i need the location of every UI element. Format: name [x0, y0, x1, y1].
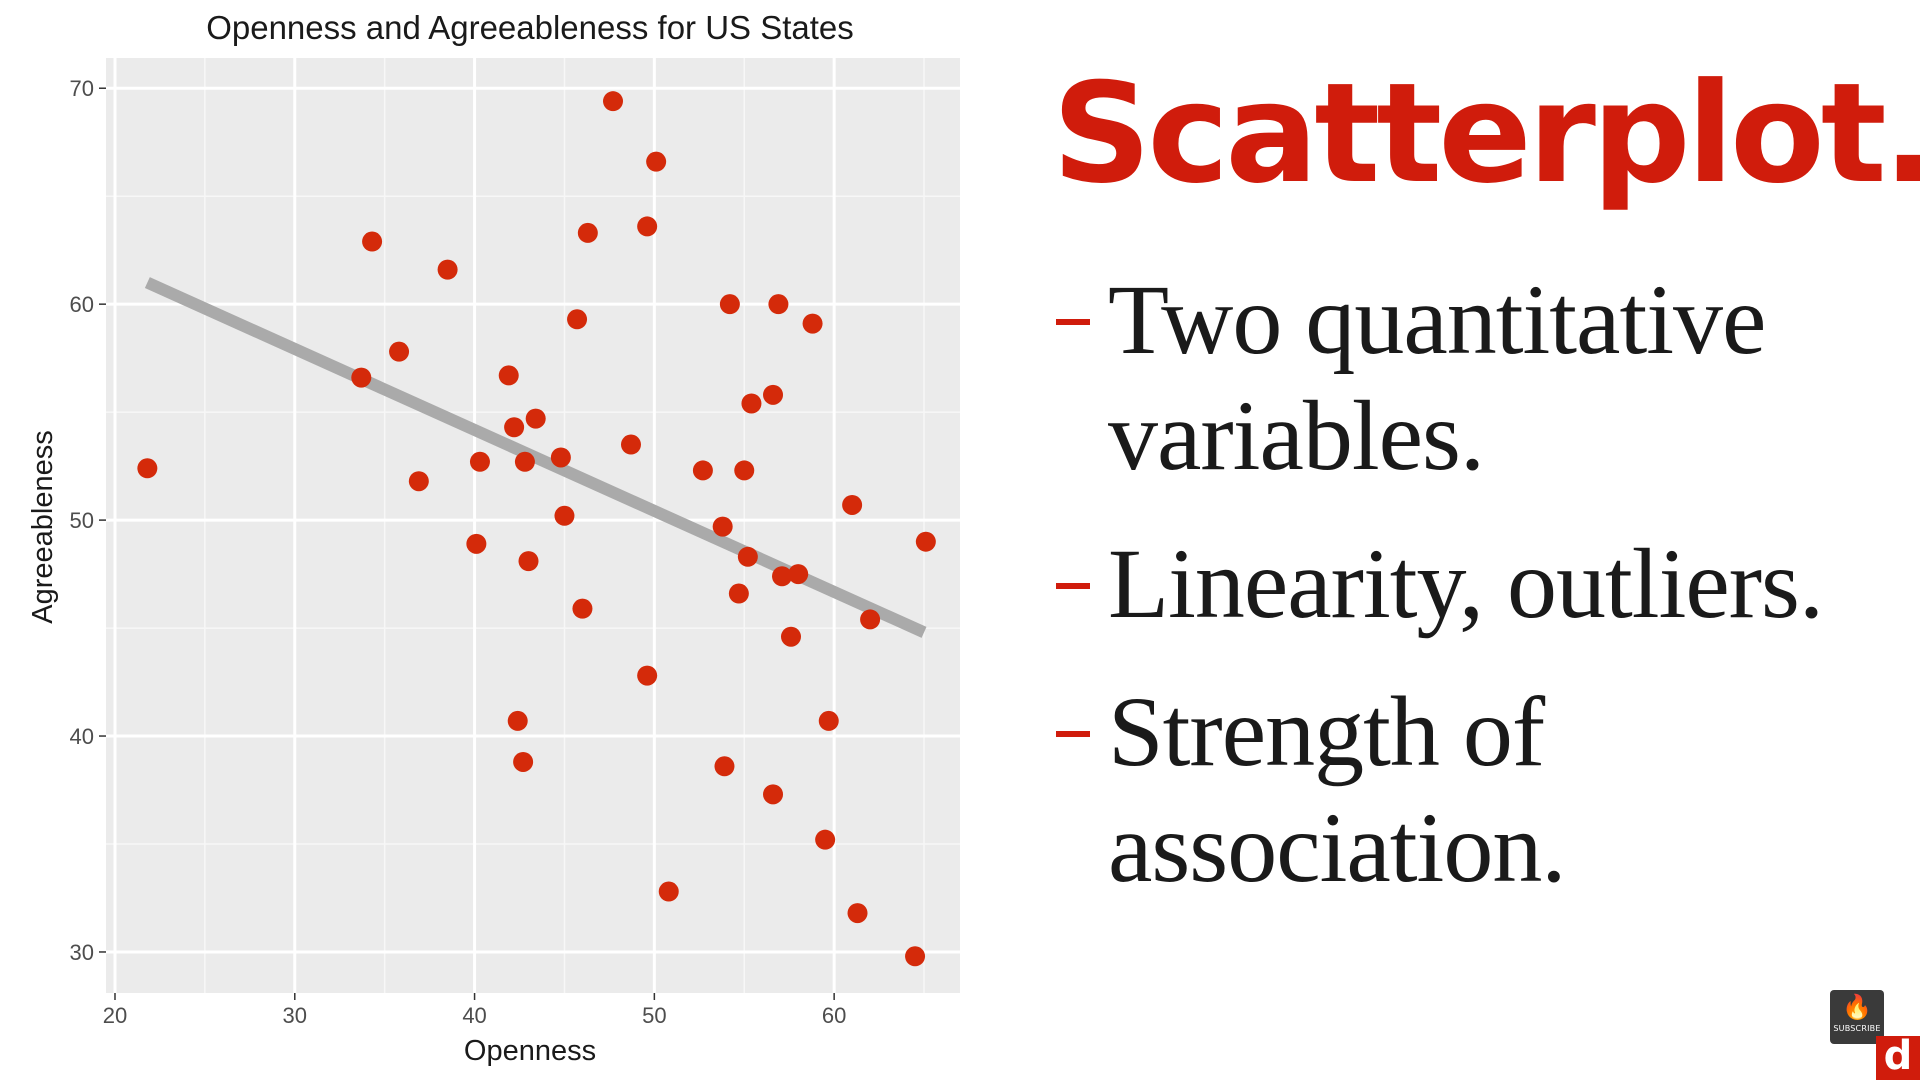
data-point — [658, 881, 679, 902]
data-point — [389, 341, 410, 362]
y-tick-label: 70 — [70, 76, 94, 101]
data-point — [603, 91, 624, 112]
minor-gridlines — [106, 58, 960, 993]
subscribe-button[interactable]: 🔥 SUBSCRIBE — [1830, 990, 1884, 1044]
data-point — [815, 829, 836, 850]
bullet-list: Two quantitative variables. Linearity, o… — [1052, 262, 1912, 906]
y-tick-label: 60 — [70, 292, 94, 317]
data-point — [818, 710, 839, 731]
dash-icon — [1056, 319, 1090, 325]
x-tick-label: 50 — [642, 1003, 666, 1028]
data-point — [915, 531, 936, 552]
x-tick-label: 30 — [283, 1003, 307, 1028]
data-point — [504, 417, 525, 438]
data-point — [469, 451, 490, 472]
data-points — [137, 91, 936, 967]
bullet-text: Linearity, outliers. — [1108, 528, 1824, 639]
chart-title: Openness and Agreeableness for US States — [206, 9, 854, 46]
data-point — [719, 294, 740, 315]
data-point — [646, 151, 667, 172]
y-axis-ticks: 30 40 50 60 70 — [70, 76, 106, 965]
slide-heading: Scatterplot. — [1052, 53, 1920, 214]
x-tick-label: 20 — [103, 1003, 127, 1028]
bullet-item: Linearity, outliers. — [1052, 526, 1912, 642]
data-point — [567, 309, 588, 330]
data-point — [780, 626, 801, 647]
bullet-text: Strength of association. — [1108, 676, 1566, 903]
data-point — [728, 583, 749, 604]
subscribe-label: SUBSCRIBE — [1833, 1024, 1881, 1033]
data-point — [550, 447, 571, 468]
data-point — [137, 458, 158, 479]
bullet-item: Two quantitative variables. — [1052, 262, 1912, 494]
dash-icon — [1056, 583, 1090, 589]
data-point — [408, 471, 429, 492]
data-point — [637, 665, 658, 686]
data-point — [737, 546, 758, 567]
data-point — [772, 566, 793, 587]
x-axis-label: Openness — [464, 1035, 596, 1067]
data-point — [860, 609, 881, 630]
y-axis-label: Agreeableness — [27, 430, 59, 623]
x-tick-label: 40 — [462, 1003, 486, 1028]
data-point — [905, 946, 926, 967]
x-tick-label: 60 — [822, 1003, 846, 1028]
scatterplot-chart: Openness and Agreeableness for US States… — [27, 9, 960, 1067]
bullet-item: Strength of association. — [1052, 674, 1912, 906]
data-point — [362, 231, 383, 252]
data-point — [842, 494, 863, 515]
data-point — [577, 222, 598, 243]
data-point — [637, 216, 658, 237]
data-point — [351, 367, 372, 388]
data-point — [507, 710, 528, 731]
data-point — [513, 751, 534, 772]
y-tick-label: 50 — [70, 508, 94, 533]
data-point — [714, 756, 735, 777]
data-point — [525, 408, 546, 429]
data-point — [741, 393, 762, 414]
data-point — [572, 598, 593, 619]
data-point — [768, 294, 789, 315]
plot-panel — [106, 58, 960, 993]
data-point — [788, 564, 809, 585]
fire-icon: 🔥 — [1842, 994, 1872, 1021]
dash-icon — [1056, 731, 1090, 737]
data-point — [554, 505, 575, 526]
data-point — [712, 516, 733, 537]
brand-logo-icon: d — [1876, 1036, 1920, 1080]
y-tick-label: 40 — [70, 724, 94, 749]
data-point — [847, 903, 868, 924]
corner-badges: 🔥 SUBSCRIBE d — [1830, 990, 1920, 1080]
data-point — [437, 259, 458, 280]
x-axis-ticks: 20 30 40 50 60 — [103, 993, 846, 1028]
data-point — [466, 533, 487, 554]
data-point — [734, 460, 755, 481]
data-point — [514, 451, 535, 472]
data-point — [692, 460, 713, 481]
data-point — [620, 434, 641, 455]
data-point — [518, 551, 539, 572]
data-point — [763, 384, 784, 405]
data-point — [763, 784, 784, 805]
bullet-text: Two quantitative variables. — [1108, 264, 1766, 491]
data-point — [802, 313, 823, 334]
data-point — [498, 365, 519, 386]
y-tick-label: 30 — [70, 940, 94, 965]
